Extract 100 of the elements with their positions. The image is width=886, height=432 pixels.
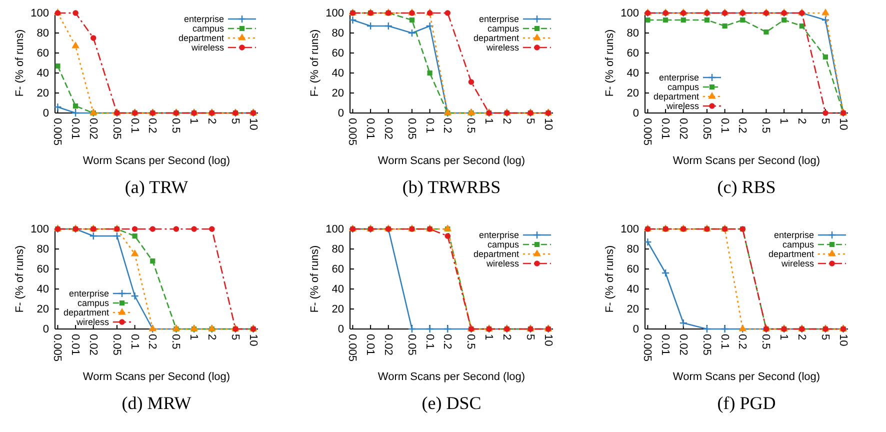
x-tick-label: 0.5 [760, 118, 772, 134]
x-axis-title: Worm Scans per Second (log) [378, 155, 526, 167]
legend-label: department [63, 308, 110, 318]
y-tick-label: 40 [332, 68, 344, 80]
y-tick-label: 80 [332, 244, 344, 256]
text: (f) PGD [717, 393, 776, 413]
y-tick-label: 20 [332, 88, 344, 100]
x-tick-label: 0.2 [736, 118, 748, 134]
y-tick-label: 60 [626, 48, 639, 60]
x-tick-label: 0.01 [69, 334, 82, 356]
y-tick-label: 0 [42, 108, 49, 120]
x-axis-title: Worm Scans per Second (log) [378, 371, 526, 383]
legend-label: enterprise [184, 14, 224, 24]
y-axis-title: F- (% of runs) [14, 245, 26, 313]
x-tick-label: 0.05 [110, 118, 122, 140]
y-tick-label: 20 [36, 304, 49, 316]
x-tick-label: 0.1 [423, 334, 436, 350]
x-tick-label: 0.005 [346, 118, 358, 146]
x-tick-label: 0.005 [51, 118, 64, 146]
x-tick-label: 10 [542, 118, 554, 130]
x-tick-label: 0.1 [718, 118, 730, 134]
legend-label: campus [77, 298, 110, 308]
x-tick-label: 0.05 [700, 334, 712, 356]
legend-label: enterprise [658, 72, 699, 83]
x-tick-label: 0.5 [464, 118, 477, 134]
legend-label: campus [782, 240, 814, 250]
x-axis-title: Worm Scans per Second (log) [82, 371, 230, 383]
y-tick-label: 40 [626, 284, 639, 296]
y-tick-label: 20 [626, 304, 639, 316]
legend-label: enterprise [68, 288, 109, 299]
x-tick-label: 2 [205, 118, 218, 124]
y-tick-label: 40 [36, 284, 49, 296]
x-tick-label: 0.02 [86, 334, 99, 356]
x-tick-label: 5 [228, 334, 241, 340]
x-tick-label: 0.02 [676, 118, 689, 140]
x-tick-label: 0.1 [423, 118, 436, 134]
x-tick-label: 5 [524, 334, 536, 340]
x-tick-label: 0.01 [659, 118, 672, 140]
legend-label: enterprise [478, 230, 519, 240]
x-tick-label: 0.01 [364, 334, 376, 356]
x-tick-label: 0.2 [441, 118, 454, 134]
y-tick-label: 100 [620, 224, 639, 236]
legend-label: wireless [485, 42, 520, 53]
y-tick-label: 0 [42, 324, 49, 336]
x-axis-title: Worm Scans per Second (log) [82, 155, 230, 167]
y-tick-label: 0 [338, 324, 344, 336]
x-tick-label: 0.2 [736, 334, 748, 350]
x-tick-label: 1 [482, 118, 495, 124]
y-tick-label: 40 [332, 284, 344, 296]
legend-label: enterprise [774, 230, 814, 240]
y-tick-label: 20 [332, 304, 344, 316]
x-tick-label: 0.02 [382, 118, 394, 140]
legend-label: campus [487, 240, 520, 250]
x-tick-label: 0.005 [641, 118, 654, 146]
y-axis-title: F- (% of runs) [14, 29, 26, 97]
x-tick-label: 0.005 [641, 334, 654, 362]
y-tick-label: 20 [36, 88, 49, 100]
x-tick-label: 5 [524, 118, 536, 124]
x-tick-label: 10 [246, 334, 259, 346]
legend-label: department [473, 33, 520, 44]
x-tick-label: 0.5 [170, 334, 182, 350]
x-tick-label: 0.02 [382, 334, 394, 356]
x-tick-label: 0.02 [676, 334, 689, 356]
y-tick-label: 100 [326, 224, 344, 236]
text: (c) RBS [717, 177, 776, 197]
y-tick-label: 100 [326, 8, 344, 20]
x-tick-label: 10 [246, 118, 259, 130]
legend-label: wireless [665, 101, 700, 112]
y-tick-label: 20 [626, 88, 639, 100]
y-tick-label: 60 [36, 264, 49, 276]
x-tick-label: 0.2 [146, 334, 158, 350]
legend-label: department [768, 249, 814, 260]
x-tick-label: 0.2 [146, 118, 158, 134]
x-tick-label: 1 [188, 334, 200, 340]
legend-label: campus [667, 82, 700, 92]
y-axis-title: F- (% of runs) [604, 245, 616, 313]
legend-label: department [178, 33, 224, 44]
y-axis-title: F- (% of runs) [309, 29, 321, 97]
legend-label: department [653, 92, 700, 102]
x-tick-label: 0.05 [405, 334, 418, 356]
y-tick-label: 80 [626, 28, 639, 40]
x-tick-label: 2 [795, 334, 808, 340]
x-tick-label: 0.01 [69, 118, 82, 140]
x-tick-label: 0.05 [700, 118, 712, 140]
legend-label: campus [192, 24, 224, 34]
x-tick-label: 0.2 [441, 334, 454, 350]
y-tick-label: 40 [36, 68, 49, 80]
x-tick-label: 2 [795, 118, 808, 124]
x-tick-label: 0.5 [464, 334, 477, 350]
y-axis-title: F- (% of runs) [309, 245, 321, 313]
x-tick-label: 0.1 [718, 334, 730, 350]
x-tick-label: 0.005 [346, 334, 358, 362]
x-tick-label: 1 [188, 118, 200, 124]
legend-label: wireless [75, 317, 110, 328]
x-tick-label: 0.5 [170, 118, 182, 134]
y-tick-label: 100 [30, 8, 49, 20]
x-tick-label: 2 [500, 118, 512, 124]
y-tick-label: 0 [632, 108, 639, 120]
y-tick-label: 60 [332, 48, 344, 60]
x-tick-label: 0.02 [86, 118, 99, 140]
